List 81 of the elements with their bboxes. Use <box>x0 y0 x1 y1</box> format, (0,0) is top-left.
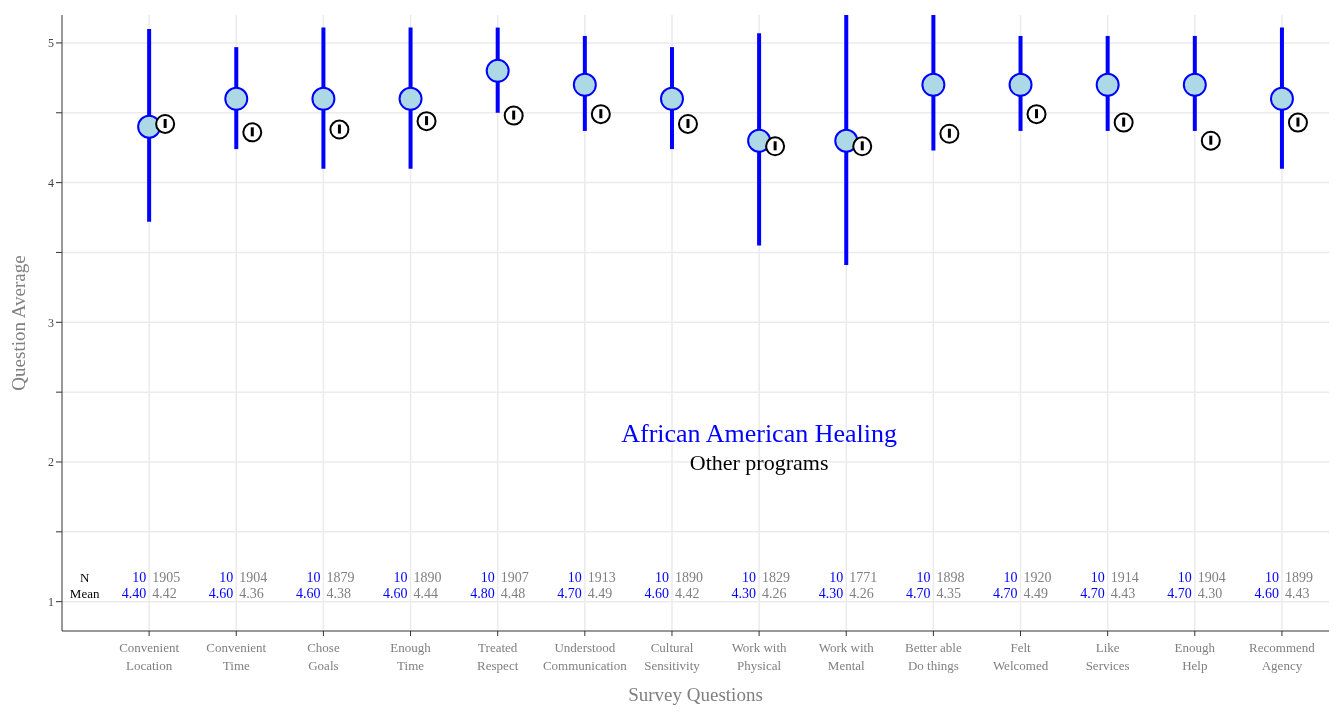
annotation: 10 <box>829 569 844 585</box>
annotation: 4.48 <box>500 585 526 601</box>
annotation: 4.42 <box>152 585 177 601</box>
annotation: 4.26 <box>762 585 787 601</box>
annotation: 10 <box>306 569 321 585</box>
annotation: 1890 <box>674 569 703 585</box>
x-tick-label: Enough Help <box>1174 640 1216 673</box>
annotation: 1890 <box>413 569 442 585</box>
y-tick-label: 4 <box>48 175 54 190</box>
annotation: 10 <box>654 569 669 585</box>
x-tick-label: Treated Respect <box>477 640 519 673</box>
annotation: 4.49 <box>1023 585 1049 601</box>
annotation: 1829 <box>762 569 791 585</box>
annotation: 4.44 <box>413 585 439 601</box>
annotation: 4.49 <box>587 585 613 601</box>
x-tick-label: Convenient Location <box>119 640 180 673</box>
x-tick-label: Chose Goals <box>307 640 340 673</box>
annotation: 4.60 <box>644 585 669 601</box>
annotation: 4.70 <box>1167 585 1192 601</box>
annotation: 10 <box>1264 569 1279 585</box>
annotation: 10 <box>219 569 234 585</box>
annotation: 4.70 <box>557 585 582 601</box>
annotation: Mean <box>69 585 100 601</box>
x-tick-label: Like Services <box>1085 640 1130 673</box>
annotation: 1905 <box>152 569 181 585</box>
annotation: 1907 <box>500 569 529 585</box>
text: Other programs <box>689 449 829 475</box>
annotation: 10 <box>132 569 147 585</box>
annotation: 10 <box>1177 569 1192 585</box>
annotation: 4.60 <box>1254 585 1279 601</box>
annotation: 4.42 <box>674 585 700 601</box>
annotation: 4.43 <box>1284 585 1310 601</box>
x-tick-label: Recommend Agency <box>1249 640 1316 673</box>
annotation: 10 <box>1003 569 1018 585</box>
annotation: 1771 <box>849 569 878 585</box>
annotation: 4.60 <box>208 585 234 601</box>
annotation: 1899 <box>1284 569 1313 585</box>
annotation: 10 <box>567 569 582 585</box>
annotation: N <box>79 569 90 585</box>
annotation: 4.60 <box>295 585 321 601</box>
annotation: 4.30 <box>1197 585 1223 601</box>
annotation: 4.70 <box>1080 585 1105 601</box>
annotation: 4.60 <box>383 585 408 601</box>
annotation: 4.70 <box>905 585 931 601</box>
x-tick-label: Enough Time <box>390 640 432 673</box>
annotation: 4.30 <box>818 585 844 601</box>
x-tick-label: Convenient Time <box>206 640 267 673</box>
x-tick-label: Better able Do things <box>905 640 962 673</box>
x-axis-title: Survey Questions <box>628 684 763 705</box>
annotation: 4.43 <box>1110 585 1136 601</box>
annotation: 1879 <box>326 569 355 585</box>
annotation: 4.26 <box>849 585 874 601</box>
x-tick-label: Work with Physical <box>731 640 788 673</box>
annotation: 4.40 <box>121 585 147 601</box>
y-tick-label: 5 <box>48 36 54 51</box>
annotation: 1914 <box>1110 569 1139 585</box>
annotation: 1904 <box>239 569 268 585</box>
text: African American Healing <box>621 419 897 449</box>
annotation: 1920 <box>1023 569 1052 585</box>
y-axis-title: Question Average <box>7 255 29 391</box>
annotation: 4.35 <box>936 585 961 601</box>
y-tick-label: 2 <box>48 455 54 470</box>
annotation: 1913 <box>587 569 616 585</box>
x-tick-label: Understood Communication <box>542 640 628 673</box>
annotation: 10 <box>1090 569 1105 585</box>
x-tick-label: Cultural Sensitivity <box>644 640 701 673</box>
annotation: 4.36 <box>239 585 264 601</box>
annotation: 4.30 <box>731 585 757 601</box>
x-tick-label: Felt Welcomed <box>992 640 1049 673</box>
annotation: 10 <box>916 569 931 585</box>
annotation: 10 <box>393 569 408 585</box>
annotation: 1904 <box>1197 569 1226 585</box>
y-tick-label: 1 <box>48 594 54 609</box>
x-tick-label: Work with Mental <box>818 640 875 673</box>
y-tick-label: 3 <box>48 315 54 330</box>
annotation: 1898 <box>936 569 965 585</box>
annotation: 4.80 <box>470 585 495 601</box>
annotation: 10 <box>480 569 495 585</box>
annotation: 4.70 <box>993 585 1018 601</box>
annotation: 10 <box>742 569 757 585</box>
annotation: 4.38 <box>326 585 351 601</box>
